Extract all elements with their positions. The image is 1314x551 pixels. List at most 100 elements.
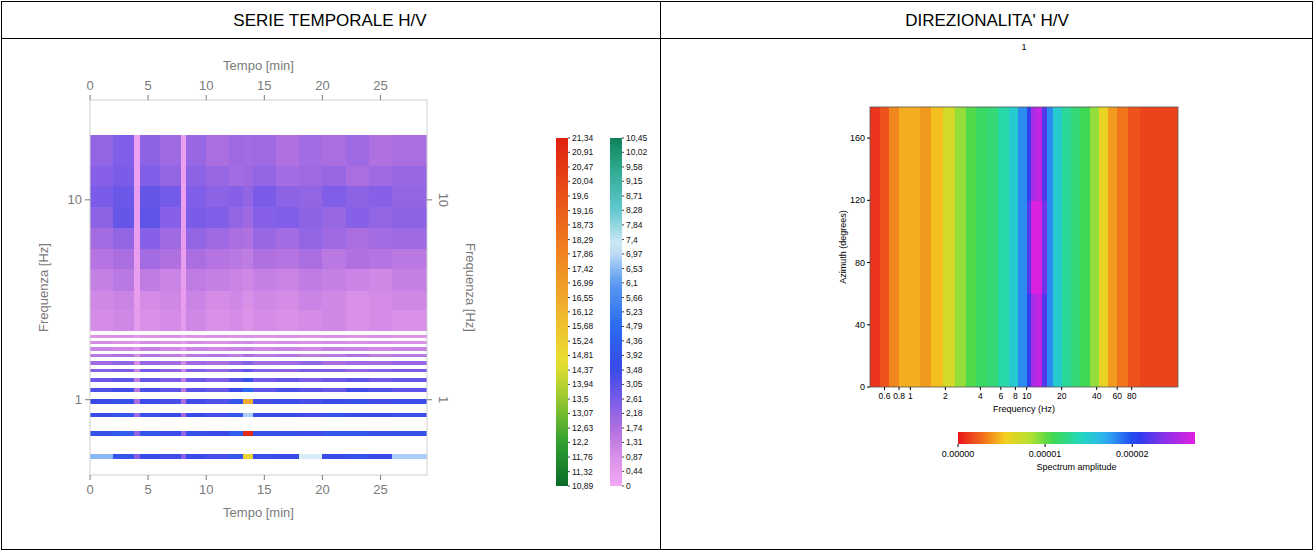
- heatmap-cell: [186, 413, 206, 417]
- heatmap-cell: [369, 228, 393, 248]
- colorbar-label: 17,86: [572, 249, 594, 259]
- heatmap-cell: [392, 207, 427, 228]
- heatmap-cell: [299, 207, 323, 228]
- tick-label: 0: [86, 78, 93, 93]
- heatmap-cell: [113, 413, 134, 417]
- colorbar-label: 6,1: [626, 278, 638, 288]
- heatmap-cell: [186, 310, 206, 331]
- heatmap-cell: [322, 310, 346, 331]
- colorbar-label: 18,29: [572, 235, 594, 245]
- tick-label: 20: [315, 78, 329, 93]
- colorbar-label: 14,81: [572, 350, 594, 360]
- heatmap-cell: [322, 228, 346, 248]
- heatmap-cell: [1031, 294, 1036, 387]
- heatmap-cell: [90, 347, 114, 351]
- heatmap-cell: [181, 413, 187, 417]
- heatmap-cell: [931, 200, 943, 294]
- colorbar-tick: [622, 195, 624, 196]
- colorbar-tick: [958, 444, 959, 447]
- page: SERIE TEMPORALE H/VDIREZIONALITA' H/V005…: [0, 0, 1314, 551]
- heatmap-cell: [90, 341, 114, 345]
- heatmap-cell: [369, 291, 393, 310]
- heatmap-cell: [998, 200, 1009, 294]
- heatmap-cell: [346, 413, 370, 417]
- heatmap-cell: [987, 200, 998, 294]
- heatmap-cell: [253, 361, 277, 365]
- tick: [867, 387, 870, 388]
- heatmap-cell: [299, 291, 323, 310]
- tick: [910, 387, 911, 390]
- colorbar-label: 9,15: [626, 176, 643, 186]
- colorbar-label: 0,87: [626, 452, 643, 462]
- heatmap-cell: [90, 361, 114, 365]
- heatmap-cell: [206, 166, 230, 186]
- heatmap-cell: [1027, 294, 1032, 387]
- tick-label: 80: [1127, 391, 1137, 401]
- heatmap-cell: [181, 369, 187, 373]
- tick-label: 15: [257, 78, 271, 93]
- tick: [85, 399, 90, 400]
- heatmap-cell: [299, 341, 323, 345]
- heatmap-cell: [998, 294, 1009, 387]
- colorbar-label: 7,84: [626, 220, 643, 230]
- heatmap-cell: [253, 369, 277, 373]
- heatmap-cell: [1140, 294, 1152, 387]
- tick-label: 20: [315, 482, 329, 497]
- heatmap-cell: [1042, 107, 1048, 201]
- colorbar-label: 12,63: [572, 423, 594, 433]
- heatmap-cell: [140, 166, 160, 186]
- tick: [1096, 387, 1097, 390]
- heatmap-cell: [229, 378, 243, 382]
- colorbar-tick: [1132, 444, 1133, 447]
- heatmap-cell: [134, 249, 140, 270]
- tick: [380, 95, 381, 100]
- colorbar-tick: [622, 224, 624, 225]
- heatmap-cell: [229, 207, 243, 228]
- heatmap-cell: [369, 388, 393, 393]
- heatmap-cell: [299, 454, 323, 459]
- heatmap-cell: [160, 310, 181, 331]
- heatmap-cell: [276, 388, 300, 393]
- heatmap-cell: [243, 207, 253, 228]
- heatmap-cell: [1042, 294, 1048, 387]
- heatmap-cell: [243, 135, 253, 165]
- tick-label: 40: [855, 320, 865, 330]
- heatmap-cell: [276, 186, 300, 207]
- heatmap-cell: [346, 228, 370, 248]
- heatmap-cell: [276, 341, 300, 345]
- heatmap-cell: [253, 399, 277, 403]
- heatmap-cell: [369, 166, 393, 186]
- heatmap-cell: [140, 249, 160, 270]
- plot-frame: [870, 107, 1178, 387]
- tick: [1000, 387, 1001, 390]
- heatmap-cell: [322, 341, 346, 345]
- heatmap-cell: [943, 107, 955, 201]
- heatmap-cell: [181, 378, 187, 382]
- colorbar-tick: [622, 413, 624, 414]
- heatmap-cell: [299, 378, 323, 382]
- plot-frame: [90, 100, 427, 475]
- colorbar-label: 13,94: [572, 379, 594, 389]
- heatmap-cell: [369, 431, 393, 436]
- heatmap-cell: [899, 294, 911, 387]
- heatmap-cell: [253, 310, 277, 331]
- heatmap-cell: [229, 335, 243, 338]
- heatmap-cell: [1108, 200, 1118, 294]
- heatmap-cell: [369, 310, 393, 331]
- table-rule: [2, 38, 1313, 39]
- heatmap-cell: [186, 186, 206, 207]
- heatmap-cell: [134, 166, 140, 186]
- heatmap-cell: [1031, 200, 1036, 294]
- heatmap-cell: [976, 200, 987, 294]
- heatmap-cell: [160, 228, 181, 248]
- color-bar: [610, 138, 622, 486]
- heatmap-cell: [206, 291, 230, 310]
- heatmap-cell: [186, 378, 206, 382]
- heatmap-cell: [134, 354, 140, 358]
- heatmap-cell: [134, 228, 140, 248]
- heatmap-cell: [870, 294, 880, 387]
- heatmap-cell: [1099, 294, 1108, 387]
- heatmap-cell: [253, 166, 277, 186]
- heatmap-cell: [181, 431, 187, 436]
- heatmap-cell: [299, 361, 323, 365]
